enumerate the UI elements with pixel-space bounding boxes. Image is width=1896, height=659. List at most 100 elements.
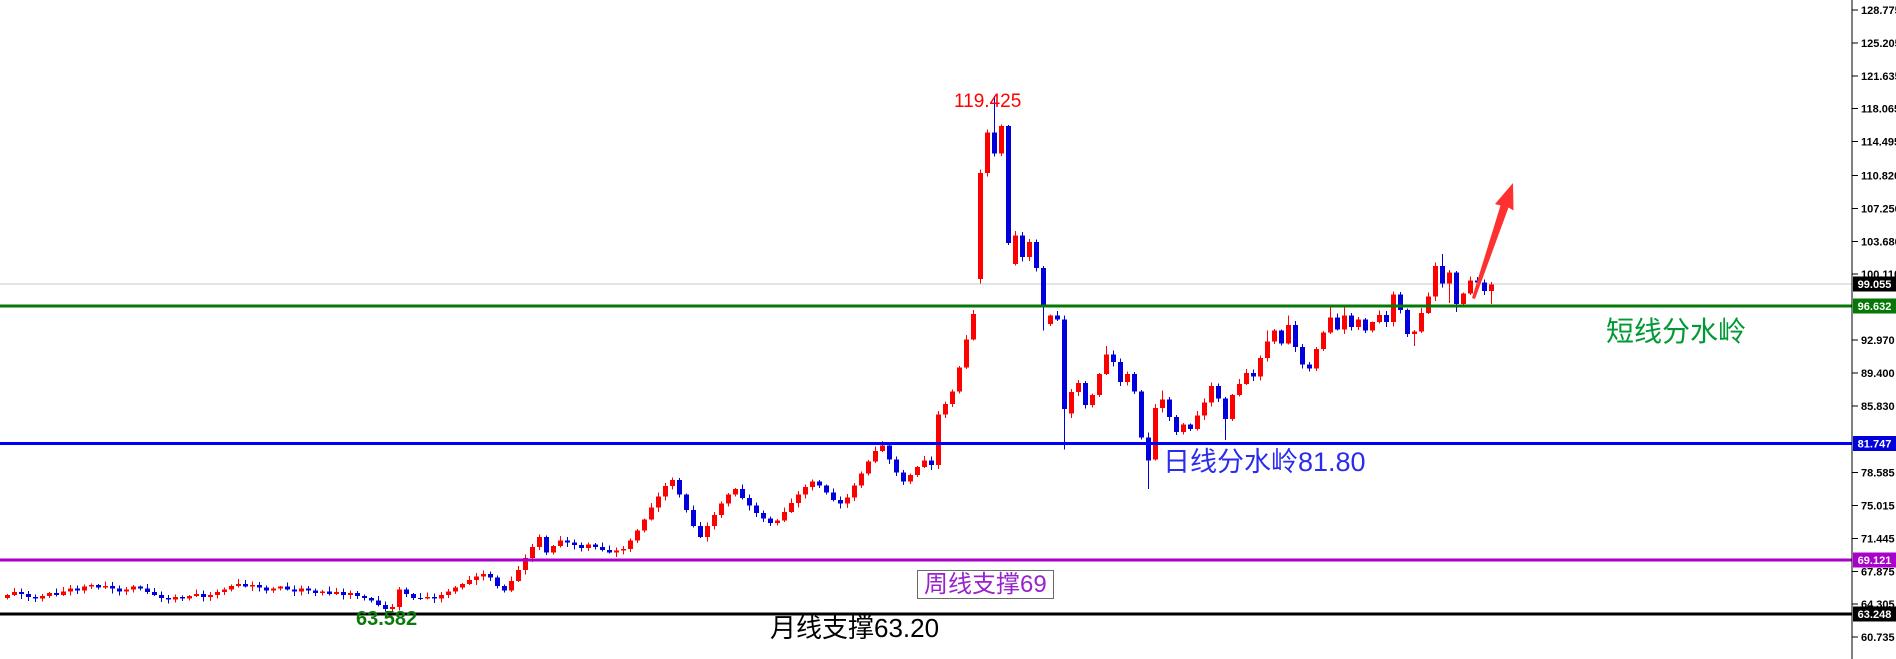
- candle-body: [187, 595, 192, 599]
- candle-body: [75, 588, 80, 591]
- swing-low-price-label[interactable]: 63.582: [356, 608, 418, 630]
- candle-body: [383, 605, 388, 609]
- candle-body: [551, 546, 556, 553]
- candle-body: [453, 587, 458, 592]
- candle-body: [1356, 319, 1361, 327]
- candle-body: [1111, 354, 1116, 362]
- candle-body: [747, 498, 752, 506]
- candle-body: [481, 573, 486, 577]
- candle-body: [1230, 394, 1235, 419]
- candle-body: [194, 594, 199, 596]
- candle-body: [579, 545, 584, 548]
- short-term-divide-label[interactable]: 短线分水岭: [1606, 316, 1747, 347]
- candle-body: [509, 581, 514, 591]
- candle-body: [1433, 265, 1438, 297]
- candle-body: [796, 494, 801, 503]
- candle-body: [964, 339, 969, 368]
- trend-up-arrow-icon[interactable]: [1472, 183, 1514, 299]
- candle-body: [292, 589, 297, 592]
- candle-body: [817, 481, 822, 486]
- axis-tick-label: 121.635: [1861, 71, 1896, 83]
- weekly-price-box-value: 69.121: [1858, 555, 1892, 567]
- candle-body: [1251, 372, 1256, 377]
- candle-body: [1447, 272, 1452, 284]
- candle-body: [929, 460, 934, 466]
- daily-divide-label[interactable]: 日线分水岭81.80: [1163, 447, 1366, 477]
- axis-tick-label: 85.830: [1861, 401, 1895, 413]
- axis-tick-label: 114.495: [1861, 137, 1896, 149]
- candle-body: [1321, 332, 1326, 349]
- candle-body: [1370, 322, 1375, 331]
- candle-body: [61, 591, 66, 595]
- candle-body: [40, 595, 45, 599]
- candle-body: [1132, 373, 1137, 392]
- candle-body: [1097, 373, 1102, 395]
- candle-body: [1265, 341, 1270, 359]
- candle-body: [278, 586, 283, 589]
- candle-body: [89, 584, 94, 587]
- candle-body: [922, 460, 927, 467]
- candle-body: [950, 391, 955, 405]
- candle-body: [1139, 391, 1144, 438]
- candle-body: [1412, 331, 1417, 335]
- candle-body: [1335, 317, 1340, 330]
- candle-body: [1328, 317, 1333, 333]
- candle-body: [1482, 282, 1487, 291]
- candle-body: [705, 525, 710, 537]
- candle-body: [789, 502, 794, 513]
- candle-body: [649, 507, 654, 520]
- candle-body: [558, 540, 563, 547]
- candle-body: [691, 510, 696, 526]
- candle-body: [271, 588, 276, 591]
- candle-body: [873, 451, 878, 462]
- candle-body: [467, 580, 472, 584]
- monthly-price-box-value: 63.248: [1858, 609, 1892, 621]
- candle-body: [432, 596, 437, 599]
- candle-body: [768, 518, 773, 524]
- axis-tick-label: 60.735: [1861, 632, 1895, 644]
- candle-body: [1020, 235, 1025, 257]
- axis-tick-label: 103.680: [1861, 236, 1896, 248]
- candle-body: [446, 591, 451, 595]
- candle-body: [68, 588, 73, 592]
- monthly-support-label[interactable]: 月线支撑63.20: [770, 613, 940, 643]
- candle-body: [1104, 354, 1109, 374]
- candle-body: [600, 547, 605, 550]
- monthly-price-box: [1853, 606, 1896, 622]
- candle-body: [1083, 383, 1088, 406]
- candle-body: [1384, 314, 1389, 323]
- candle-body: [145, 588, 150, 593]
- candle-body: [985, 132, 990, 173]
- candle-body: [131, 586, 136, 590]
- candle-body: [488, 573, 493, 578]
- candle-body: [775, 520, 780, 524]
- candle-body: [229, 585, 234, 590]
- candle-body: [1202, 402, 1207, 416]
- weekly-support-label[interactable]: 周线支撑69: [917, 570, 1054, 600]
- candle-body: [152, 592, 157, 595]
- candle-body: [124, 589, 129, 592]
- candle-body: [1216, 385, 1221, 399]
- candle-body: [1223, 398, 1228, 419]
- candle-body: [1188, 424, 1193, 430]
- candle-body: [33, 596, 38, 599]
- candle-body: [726, 494, 731, 504]
- peak-price-label[interactable]: 119.425: [954, 91, 1022, 112]
- candle-body: [502, 585, 507, 591]
- candle-body: [761, 512, 766, 519]
- candle-body: [1125, 373, 1130, 383]
- candle-body: [957, 367, 962, 392]
- candle-body: [586, 544, 591, 548]
- candle-body: [1048, 315, 1053, 325]
- candle-body: [1377, 314, 1382, 323]
- candle-body: [1160, 399, 1165, 408]
- candle-body: [1076, 383, 1081, 393]
- candle-body: [54, 593, 59, 595]
- candle-body: [439, 594, 444, 599]
- candle-body: [887, 445, 892, 460]
- candle-body: [1041, 267, 1046, 305]
- candle-body: [1314, 348, 1319, 369]
- candle-body: [1195, 415, 1200, 430]
- candle-body: [978, 172, 983, 279]
- candle-body: [117, 588, 122, 592]
